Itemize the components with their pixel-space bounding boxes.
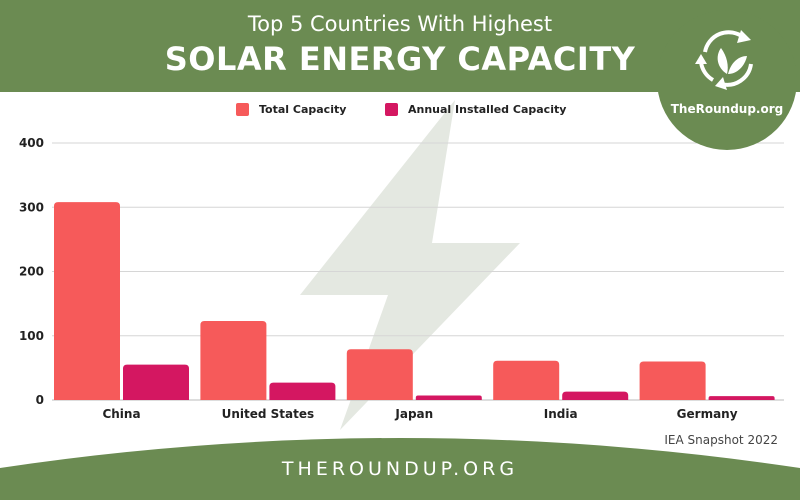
legend-swatch-annual <box>385 103 398 116</box>
bar-annual-germany <box>708 396 775 400</box>
legend-label-annual: Annual Installed Capacity <box>408 103 567 116</box>
bars <box>54 202 775 400</box>
brand-badge: TheRoundup.org <box>657 10 797 150</box>
bar-total-japan <box>346 349 413 400</box>
legend-swatch-total <box>236 103 249 116</box>
legend-label-total: Total Capacity <box>259 103 347 116</box>
bar-total-germany <box>639 361 706 400</box>
y-tick-label: 200 <box>19 265 44 279</box>
x-axis-labels: China United States Japan India Germany <box>102 407 737 421</box>
y-tick-label: 0 <box>36 393 44 407</box>
chart-title-line2: SOLAR ENERGY CAPACITY <box>164 40 636 78</box>
x-tick-label: China <box>102 407 140 421</box>
x-tick-label: Germany <box>677 407 738 421</box>
bar-total-china <box>54 202 120 400</box>
header-banner: Top 5 Countries With Highest SOLAR ENERG… <box>0 0 800 92</box>
legend-item-annual: Annual Installed Capacity <box>385 103 566 116</box>
footer-arc <box>0 438 800 500</box>
bar-annual-united-states <box>269 382 336 400</box>
footer-site-name: THEROUNDUP.ORG <box>281 458 519 480</box>
y-tick-label: 100 <box>19 329 44 343</box>
chart-title-line1: Top 5 Countries With Highest <box>247 12 553 36</box>
legend-item-total: Total Capacity <box>236 103 346 116</box>
lightning-watermark <box>300 100 520 430</box>
bar-annual-india <box>562 391 629 400</box>
x-tick-label: India <box>544 407 578 421</box>
y-tick-label: 400 <box>19 136 44 150</box>
brand-name: TheRoundup.org <box>670 102 784 116</box>
y-axis-ticks: 0 100 200 300 400 <box>19 136 44 407</box>
bar-annual-china <box>123 364 189 400</box>
source-note: IEA Snapshot 2022 <box>664 433 778 447</box>
x-tick-label: Japan <box>394 407 433 421</box>
bar-total-united-states <box>200 320 267 400</box>
x-tick-label: United States <box>222 407 315 421</box>
recycle-leaf-icon <box>695 30 753 90</box>
y-tick-label: 300 <box>19 200 44 214</box>
bar-annual-japan <box>415 395 482 400</box>
bar-total-india <box>493 360 560 400</box>
